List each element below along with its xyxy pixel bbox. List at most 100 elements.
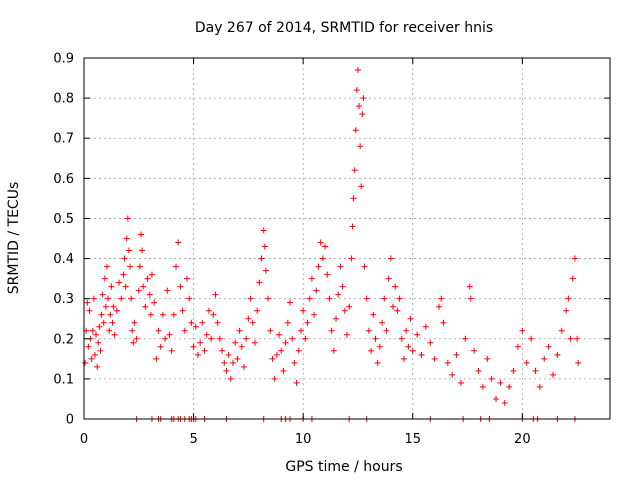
data-point — [254, 307, 261, 314]
data-point — [381, 295, 388, 302]
data-point — [567, 335, 574, 342]
data-point — [271, 375, 278, 382]
data-point — [104, 263, 111, 270]
data-point — [177, 283, 184, 290]
data-point — [394, 307, 401, 314]
data-point — [398, 335, 405, 342]
data-point — [405, 343, 412, 350]
x-tick-label: 20 — [514, 432, 531, 447]
data-point — [493, 395, 500, 402]
data-point — [219, 347, 226, 354]
data-point — [357, 143, 364, 150]
data-point — [328, 327, 335, 334]
data-point — [497, 379, 504, 386]
data-point — [140, 283, 147, 290]
data-point — [201, 347, 208, 354]
x-tick-label: 5 — [189, 432, 197, 447]
data-point — [194, 351, 201, 358]
data-point — [440, 319, 447, 326]
data-point — [122, 283, 129, 290]
data-point — [379, 319, 386, 326]
data-point — [289, 335, 296, 342]
data-point — [501, 399, 508, 406]
data-point — [385, 275, 392, 282]
data-point — [471, 347, 478, 354]
data-point — [136, 263, 143, 270]
data-point — [173, 263, 180, 270]
data-point — [348, 255, 355, 262]
data-point — [457, 379, 464, 386]
data-point — [341, 307, 348, 314]
data-point — [431, 355, 438, 362]
data-point — [427, 339, 434, 346]
plot-frame — [83, 57, 611, 420]
data-point — [116, 279, 123, 286]
data-point — [337, 263, 344, 270]
data-point — [157, 343, 164, 350]
data-point — [93, 331, 100, 338]
data-point — [558, 327, 565, 334]
data-point — [223, 367, 230, 374]
data-point — [339, 283, 346, 290]
data-point — [467, 295, 474, 302]
data-point — [571, 255, 578, 262]
data-point — [293, 379, 300, 386]
data-point — [184, 275, 191, 282]
data-point — [101, 275, 108, 282]
data-point — [300, 307, 307, 314]
data-point — [291, 359, 298, 366]
data-point — [356, 103, 363, 110]
data-point — [422, 323, 429, 330]
y-tick-label: 0.1 — [53, 372, 74, 387]
data-point — [510, 367, 517, 374]
data-point — [311, 311, 318, 318]
data-point — [123, 235, 130, 242]
data-point — [449, 371, 456, 378]
data-point — [240, 363, 247, 370]
data-point — [269, 355, 276, 362]
data-point — [262, 267, 269, 274]
data-point — [208, 335, 215, 342]
data-point — [358, 183, 365, 190]
data-point — [86, 307, 93, 314]
data-point — [127, 263, 134, 270]
y-tick-label: 0.5 — [53, 212, 74, 227]
data-point — [519, 327, 526, 334]
data-point — [238, 343, 245, 350]
data-point — [181, 327, 188, 334]
data-point — [261, 243, 268, 250]
data-point — [346, 303, 353, 310]
y-axis-label: SRMTID / TECUs — [6, 182, 22, 295]
data-point — [113, 307, 120, 314]
data-point — [326, 295, 333, 302]
data-point — [99, 291, 106, 298]
data-point — [118, 295, 125, 302]
data-point — [444, 359, 451, 366]
data-point — [383, 327, 390, 334]
y-tick-label: 0.8 — [53, 92, 74, 107]
data-point — [403, 327, 410, 334]
x-tick-label: 10 — [295, 432, 312, 447]
data-point — [225, 351, 232, 358]
data-point — [297, 327, 304, 334]
data-point — [484, 355, 491, 362]
data-point — [374, 359, 381, 366]
data-point — [280, 367, 287, 374]
data-point — [137, 231, 144, 238]
data-point — [400, 355, 407, 362]
data-point — [234, 355, 241, 362]
data-point — [284, 319, 291, 326]
data-point — [317, 239, 324, 246]
x-tick-label: 15 — [404, 432, 421, 447]
data-point — [249, 319, 256, 326]
data-point — [190, 343, 197, 350]
data-point — [111, 331, 118, 338]
data-point — [376, 343, 383, 350]
data-point — [453, 351, 460, 358]
data-point — [276, 331, 283, 338]
data-point — [330, 347, 337, 354]
y-tick-label: 0.7 — [53, 132, 74, 147]
data-point — [153, 355, 160, 362]
data-point — [135, 287, 142, 294]
data-point — [267, 327, 274, 334]
